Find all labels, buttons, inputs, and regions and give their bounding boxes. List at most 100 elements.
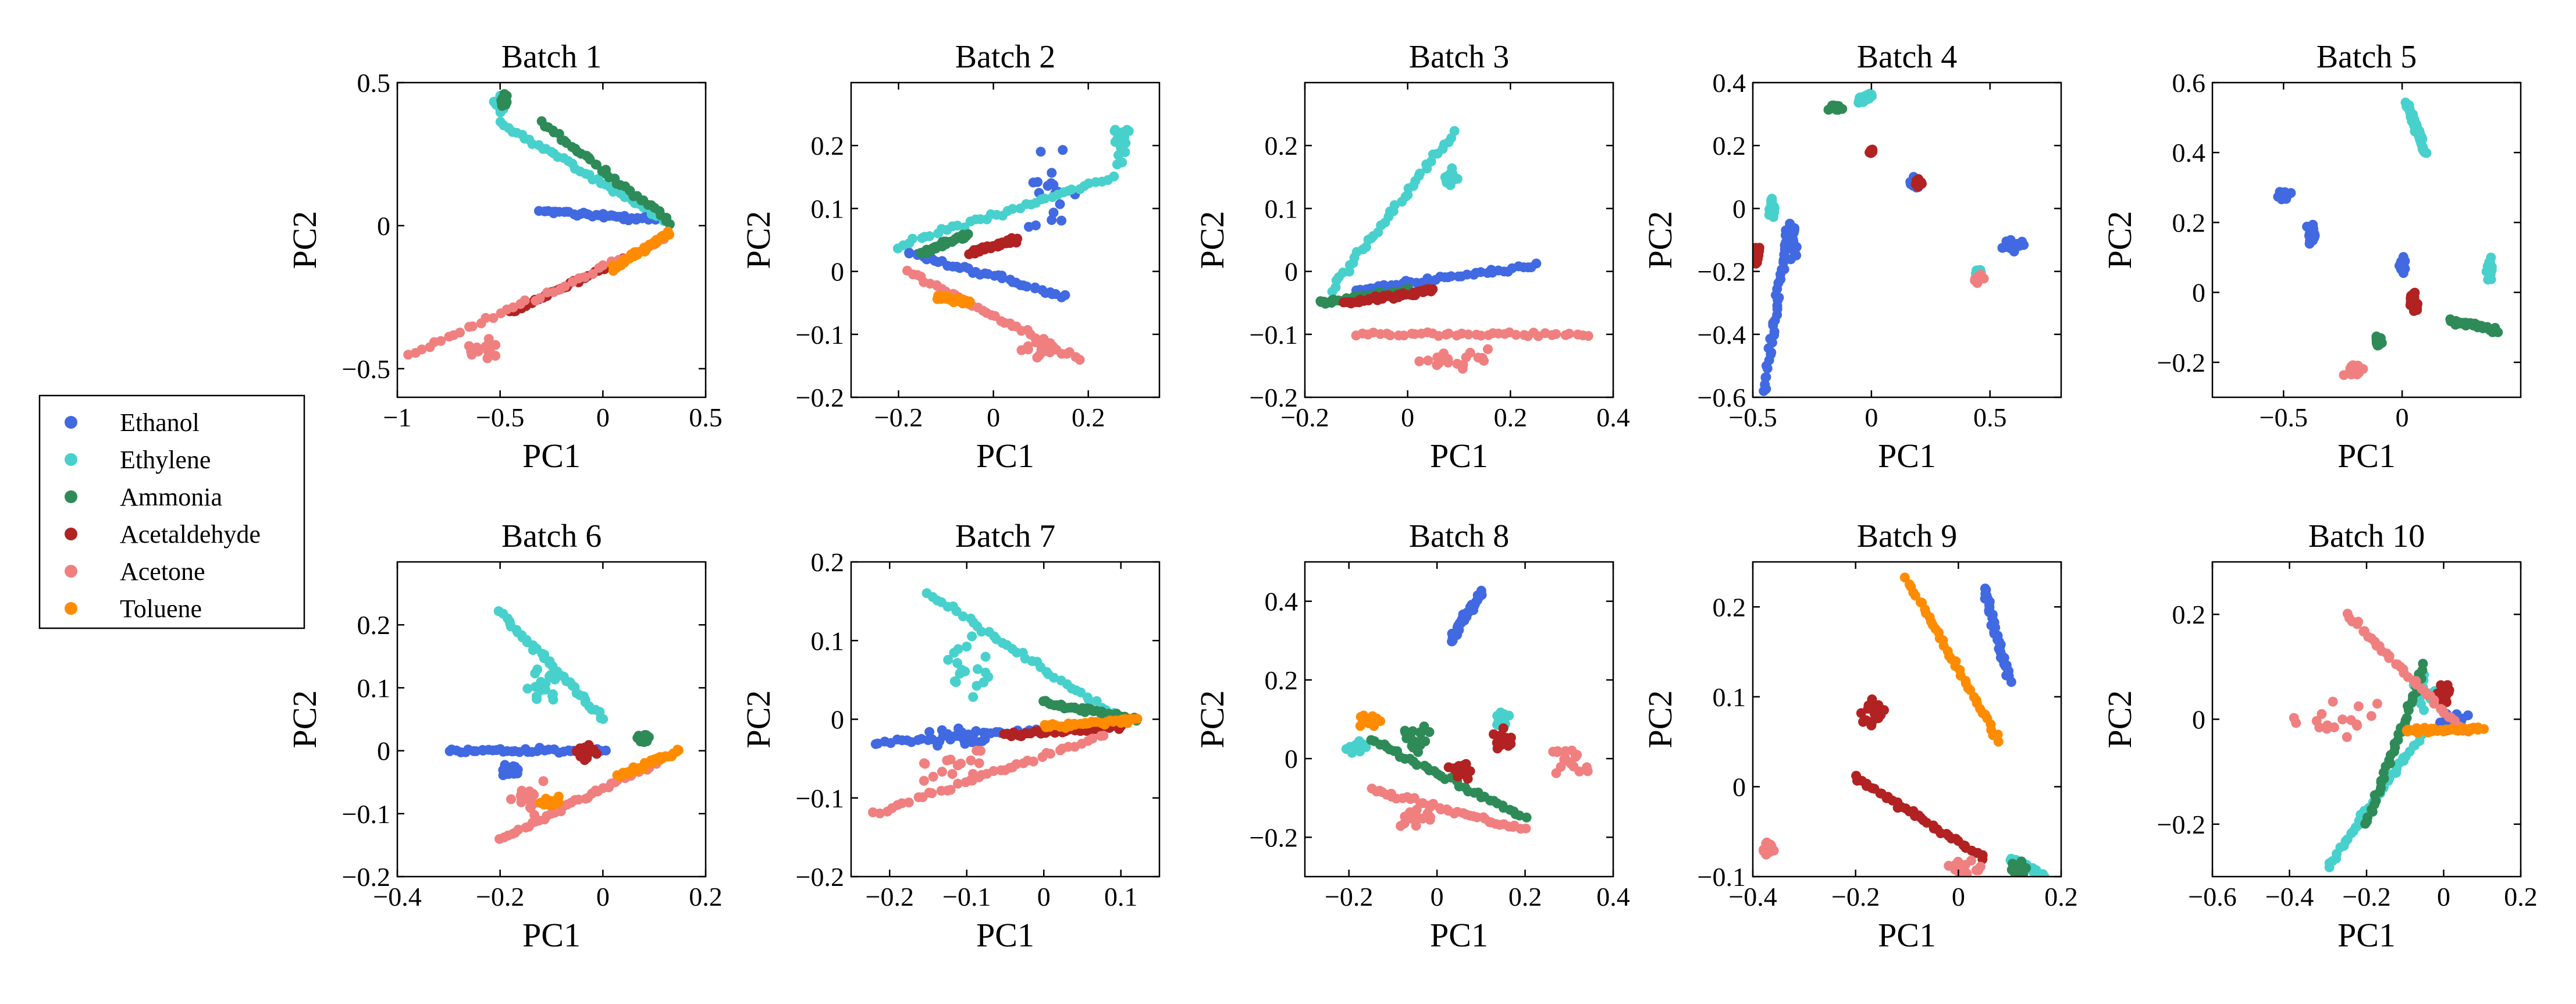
y-tick-label: 0.1 — [1265, 194, 1298, 223]
data-point — [488, 313, 499, 323]
data-point — [1400, 727, 1411, 738]
panel-title: Batch 9 — [1857, 518, 1958, 554]
y-tick-label: 0 — [1285, 744, 1298, 774]
data-point — [1975, 861, 1986, 872]
y-tick-label: −0.1 — [796, 784, 844, 813]
y-axis-label: PC2 — [739, 211, 777, 269]
axes-frame — [1752, 561, 2062, 878]
y-tick-label: −0.2 — [1250, 823, 1298, 852]
data-point — [1899, 572, 1910, 583]
x-tick-label: −0.2 — [874, 403, 923, 432]
data-point — [1091, 696, 1102, 706]
data-point — [1506, 732, 1516, 743]
x-tick-label: 0.4 — [1596, 403, 1630, 432]
series-acetone — [1351, 327, 1593, 374]
series-toluene — [1355, 710, 1386, 731]
data-point — [1411, 744, 1422, 754]
data-point — [520, 295, 530, 305]
y-tick-label: 0.6 — [2172, 68, 2206, 98]
x-tick-label: 0 — [1401, 403, 1414, 432]
data-point — [588, 269, 598, 279]
axes-frame — [396, 81, 707, 398]
y-tick-label: −0.2 — [1250, 383, 1298, 412]
data-point — [1870, 712, 1881, 722]
y-axis-label: PC2 — [2101, 211, 2139, 269]
data-point — [2281, 194, 2292, 204]
data-point — [949, 647, 959, 658]
data-point — [1866, 146, 1876, 156]
y-tick-label: 0.4 — [1713, 68, 1746, 98]
data-point — [1022, 282, 1032, 292]
series-acetaldehyde — [1443, 723, 1516, 784]
data-point — [1959, 861, 1970, 871]
data-point — [525, 802, 535, 813]
y-tick-label: 0.2 — [357, 610, 391, 640]
panel-batch-2: Batch 2 −0.2 0 0.2 −0.2 −0.1 0 0.1 0.2 PC1 PC2 — [739, 39, 1161, 475]
data-point — [1910, 590, 1920, 601]
legend-label: Ammonia — [120, 483, 222, 511]
y-tick-label: −0.2 — [342, 862, 390, 892]
plot-area — [1315, 126, 1593, 374]
data-point — [966, 755, 976, 766]
data-point — [2353, 701, 2364, 711]
x-axis-label: PC1 — [976, 916, 1034, 954]
data-point — [2397, 259, 2407, 269]
legend-label: Acetone — [120, 557, 205, 586]
data-point — [1411, 821, 1421, 831]
data-point — [1419, 721, 1429, 732]
data-point — [953, 778, 963, 789]
data-point — [960, 666, 970, 677]
data-point — [945, 785, 956, 795]
data-point — [490, 351, 501, 361]
plot-area — [1341, 586, 1593, 834]
data-point — [920, 759, 930, 769]
x-tick-label: 0.2 — [1494, 403, 1528, 432]
legend-marker — [65, 565, 77, 578]
data-point — [417, 344, 427, 355]
y-axis-label: PC2 — [1193, 690, 1231, 749]
data-point — [1498, 723, 1508, 734]
data-point — [586, 746, 597, 756]
y-tick-label: 0.2 — [2172, 208, 2206, 237]
axes-frame — [1304, 81, 1614, 398]
plot-area — [892, 124, 1134, 365]
series-ethanol — [1447, 586, 1487, 647]
data-point — [962, 230, 972, 240]
x-tick-label: −0.2 — [866, 882, 914, 912]
legend-marker — [65, 416, 77, 429]
data-point — [1504, 710, 1514, 721]
data-point — [1109, 171, 1119, 181]
data-point — [673, 745, 684, 756]
panel-title: Batch 7 — [955, 518, 1056, 554]
data-point — [1459, 760, 1470, 770]
series-acetone — [2339, 360, 2368, 380]
data-point — [1462, 269, 1472, 280]
data-point — [591, 159, 602, 170]
data-point — [958, 611, 968, 622]
data-point — [2352, 619, 2362, 629]
series-ethylene — [2400, 97, 2497, 285]
x-tick-label: −0.2 — [1831, 882, 1880, 912]
data-point — [908, 233, 917, 244]
y-axis-label: PC2 — [1193, 211, 1231, 269]
series-ammonia — [1366, 721, 1532, 823]
data-point — [1399, 818, 1410, 828]
data-point — [2017, 237, 2027, 247]
x-axis-label: PC1 — [1430, 916, 1488, 954]
data-point — [1761, 372, 1771, 382]
x-tick-label: 0.1 — [1104, 882, 1138, 912]
y-tick-label: −0.2 — [1698, 257, 1746, 287]
data-point — [1040, 193, 1050, 204]
data-point — [2374, 336, 2384, 346]
plot-area — [403, 89, 675, 364]
x-tick-label: 0.2 — [2504, 882, 2538, 912]
data-point — [1993, 729, 2003, 740]
data-point — [1552, 746, 1563, 756]
y-axis-label: PC2 — [286, 690, 323, 749]
data-point — [1443, 354, 1453, 364]
panel-batch-5: Batch 5 −0.5 0 −0.2 0 0.2 0.4 0.6 PC1 PC2 — [2101, 39, 2522, 475]
panel-title: Batch 4 — [1857, 39, 1958, 75]
legend-marker — [65, 453, 77, 466]
